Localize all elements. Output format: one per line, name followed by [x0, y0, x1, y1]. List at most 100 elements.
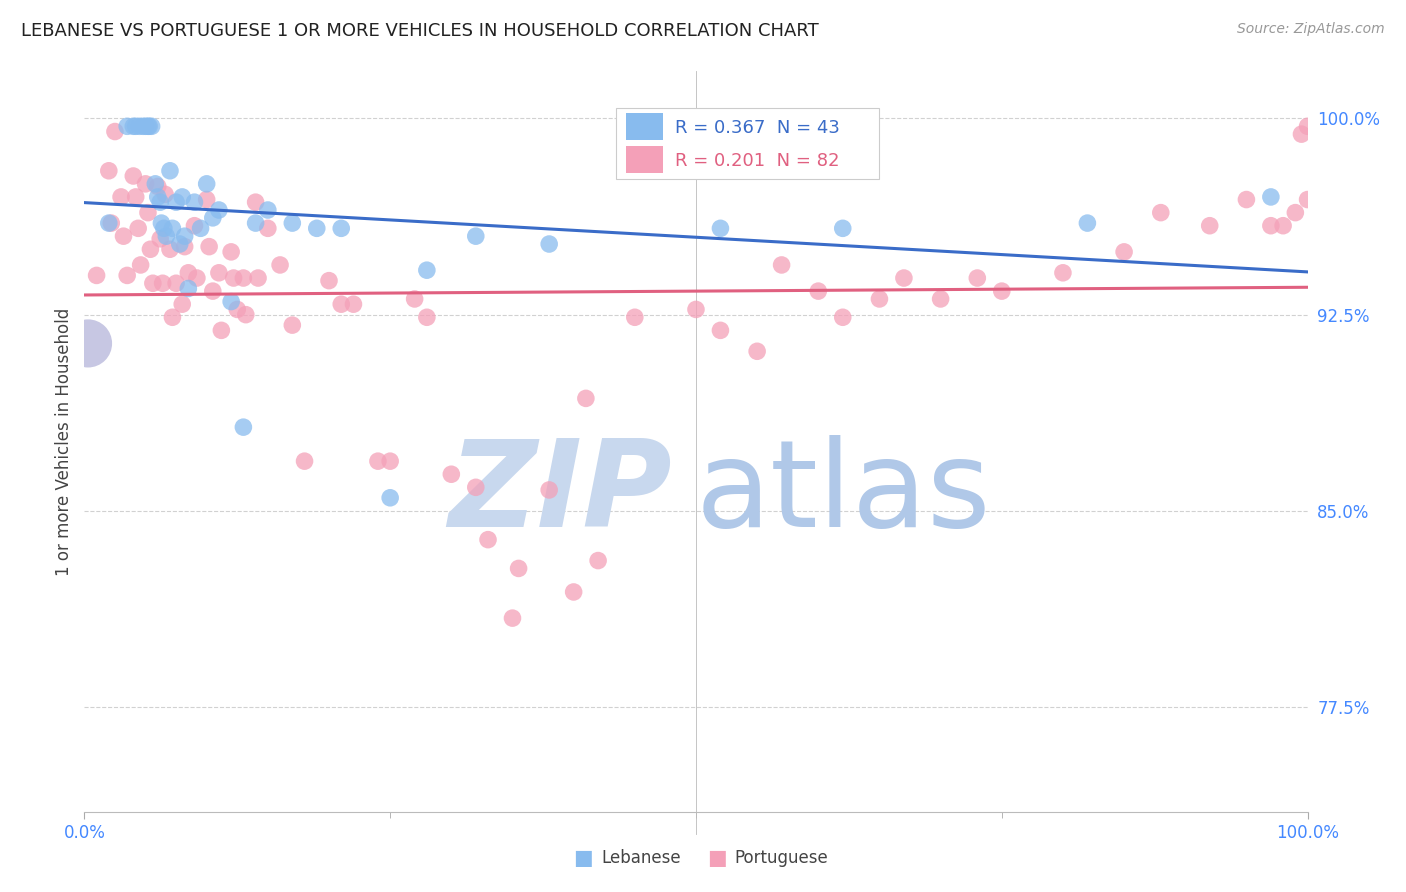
Point	[380, 454, 402, 468]
Point	[195, 177, 218, 191]
Point	[173, 240, 195, 254]
Point	[177, 281, 200, 295]
Point	[132, 120, 155, 134]
Point	[77, 336, 100, 351]
Point	[201, 284, 224, 298]
Text: R = 0.367  N = 43: R = 0.367 N = 43	[675, 119, 839, 137]
Point	[183, 195, 205, 210]
Point	[1296, 193, 1319, 207]
Point	[138, 120, 160, 134]
Point	[330, 297, 353, 311]
FancyBboxPatch shape	[616, 109, 880, 178]
Point	[155, 229, 177, 244]
Point	[807, 284, 830, 298]
Point	[122, 169, 145, 183]
Point	[198, 240, 221, 254]
Point	[562, 585, 585, 599]
Point	[127, 221, 149, 235]
Point	[380, 491, 402, 505]
Bar	[626, 113, 664, 140]
Point	[115, 120, 138, 134]
Point	[1076, 216, 1098, 230]
Point	[135, 120, 157, 134]
Point	[831, 221, 853, 235]
Text: atlas: atlas	[696, 435, 991, 552]
Point	[404, 292, 426, 306]
Point	[1291, 127, 1313, 141]
Point	[165, 195, 187, 210]
Point	[831, 310, 853, 325]
Point	[146, 190, 169, 204]
Point	[122, 120, 145, 134]
Point	[747, 344, 769, 359]
Text: Portuguese: Portuguese	[734, 849, 828, 867]
Point	[136, 120, 159, 134]
Point	[136, 205, 159, 219]
Point	[305, 221, 328, 235]
Point	[201, 211, 224, 225]
Point	[97, 216, 120, 230]
Point	[1284, 205, 1306, 219]
Point	[104, 124, 127, 138]
Point	[209, 323, 232, 337]
Point	[115, 268, 138, 283]
Y-axis label: 1 or more Vehicles in Household: 1 or more Vehicles in Household	[55, 308, 73, 575]
Point	[169, 237, 191, 252]
Point	[219, 244, 242, 259]
Point	[222, 271, 245, 285]
Text: ■: ■	[707, 848, 727, 868]
Point	[575, 392, 598, 406]
Point	[770, 258, 793, 272]
Point	[245, 216, 267, 230]
Text: Lebanese: Lebanese	[602, 849, 682, 867]
Point	[1260, 219, 1282, 233]
Point	[1296, 120, 1319, 134]
Point	[416, 263, 439, 277]
Point	[1150, 205, 1173, 219]
Point	[1198, 219, 1220, 233]
Point	[195, 193, 218, 207]
Point	[149, 232, 172, 246]
Point	[232, 271, 254, 285]
Point	[440, 467, 463, 482]
Point	[685, 302, 707, 317]
Point	[929, 292, 952, 306]
Point	[247, 271, 270, 285]
Point	[159, 163, 181, 178]
Point	[112, 229, 135, 244]
Point	[330, 221, 353, 235]
Point	[162, 221, 184, 235]
Point	[128, 120, 150, 134]
Point	[991, 284, 1014, 298]
Point	[966, 271, 988, 285]
Point	[149, 195, 172, 210]
Point	[177, 266, 200, 280]
Point	[125, 120, 148, 134]
Point	[150, 216, 173, 230]
Point	[281, 216, 304, 230]
Point	[186, 271, 208, 285]
Point	[153, 187, 176, 202]
Point	[1236, 193, 1258, 207]
Point	[1260, 190, 1282, 204]
Point	[226, 302, 249, 317]
Point	[152, 277, 174, 291]
Point	[141, 120, 163, 134]
Point	[294, 454, 316, 468]
Point	[624, 310, 647, 325]
Point	[1052, 266, 1074, 280]
Point	[219, 294, 242, 309]
Point	[173, 229, 195, 244]
Point	[86, 268, 108, 283]
Point	[159, 242, 181, 256]
Point	[125, 190, 148, 204]
Point	[538, 483, 561, 497]
Point	[129, 258, 152, 272]
Point	[208, 266, 231, 280]
Point	[100, 216, 122, 230]
Point	[709, 221, 731, 235]
Point	[318, 274, 340, 288]
Point	[153, 221, 176, 235]
Point	[183, 219, 205, 233]
Point	[586, 553, 609, 567]
